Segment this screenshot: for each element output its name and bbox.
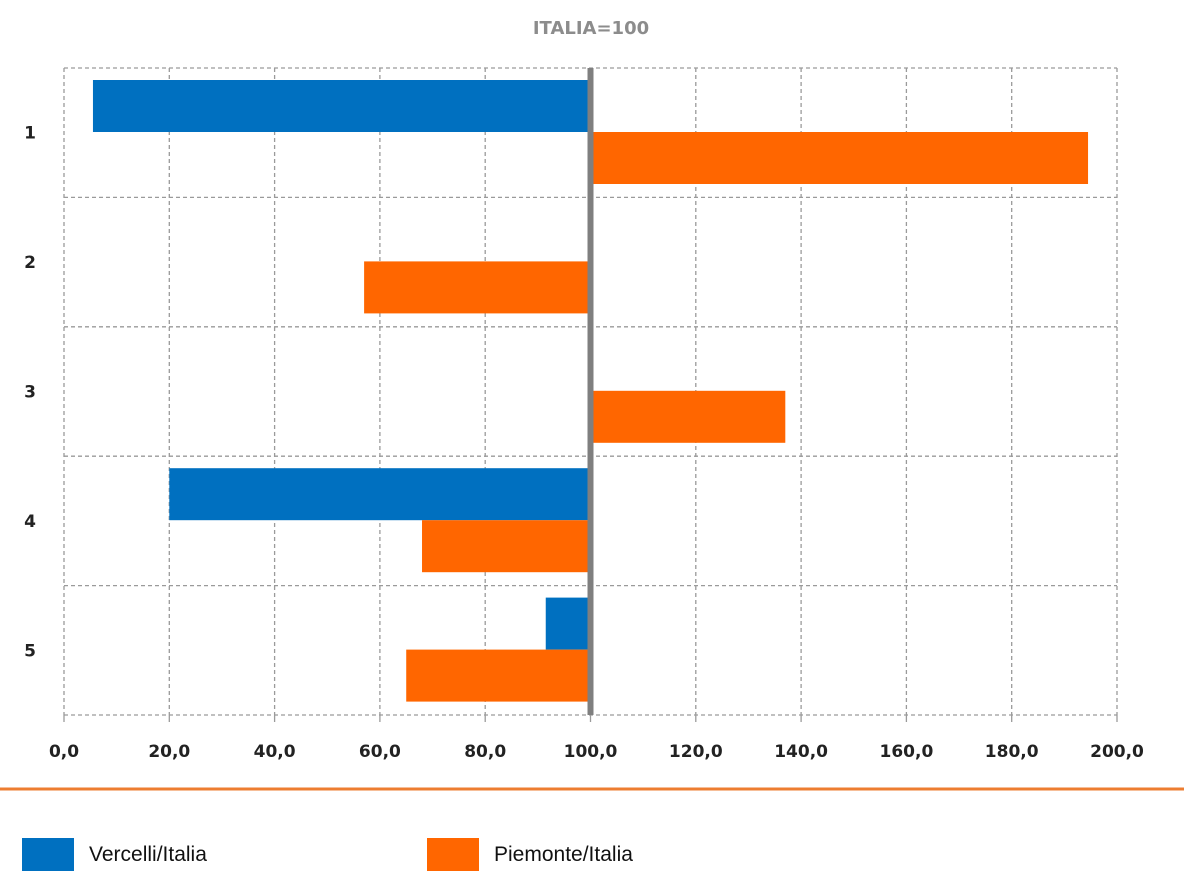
x-tick-label: 80,0: [464, 742, 506, 762]
y-tick-label: 3: [24, 383, 36, 403]
bar-piemonte: [422, 520, 591, 573]
bars: [92, 80, 1089, 702]
bar-vercelli: [545, 597, 591, 650]
bar-vercelli: [169, 468, 591, 521]
legend-label-vercelli: Vercelli/Italia: [89, 842, 207, 866]
y-tick-label: 1: [24, 124, 36, 144]
legend-item-piemonte: Piemonte/Italia: [427, 838, 633, 871]
y-tick-label: 4: [24, 512, 36, 532]
x-tick-label: 100,0: [564, 742, 618, 762]
legend-swatch-vercelli: [22, 838, 74, 871]
chart-title: ITALIA=100: [533, 18, 649, 39]
x-tick-label: 200,0: [1090, 742, 1144, 762]
x-tick-label: 140,0: [774, 742, 828, 762]
x-tick-label: 20,0: [148, 742, 190, 762]
bar-piemonte: [364, 261, 591, 314]
x-tick-label: 60,0: [359, 742, 401, 762]
x-tick-label: 0,0: [49, 742, 79, 762]
legend-item-vercelli: Vercelli/Italia: [22, 838, 207, 871]
x-tick-label: 180,0: [985, 742, 1039, 762]
x-tick-label: 160,0: [880, 742, 934, 762]
legend-swatch-piemonte: [427, 838, 479, 871]
axes: 0,0 20,0 40,0 60,0 80,0 100,0 120,0 140,0 160,0 1…: [24, 68, 1144, 762]
y-tick-label: 2: [24, 253, 36, 273]
y-tick-label: 5: [24, 641, 36, 661]
x-tick-label: 40,0: [254, 742, 296, 762]
bar-piemonte: [590, 390, 786, 443]
bar-piemonte: [590, 132, 1089, 184]
x-tick-label: 120,0: [669, 742, 723, 762]
legend-label-piemonte: Piemonte/Italia: [494, 842, 633, 866]
bar-vercelli: [92, 80, 591, 132]
bar-piemonte: [406, 649, 591, 702]
